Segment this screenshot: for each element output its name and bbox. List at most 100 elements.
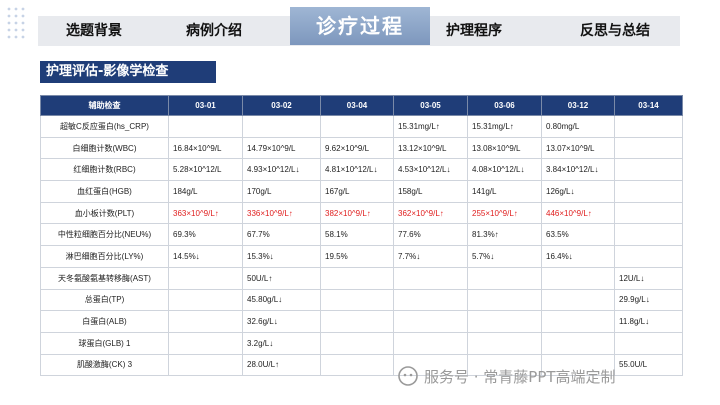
table-cell: 14.5%↓ — [168, 245, 243, 268]
table-cell: 255×10^9/L↑ — [467, 201, 542, 225]
table-cell: 3.84×10^12/L↓ — [541, 158, 615, 182]
table-cell: 32.6g/L↓ — [242, 310, 321, 333]
table-cell — [320, 353, 394, 377]
row-label: 中性粒细胞百分比(NEU%) — [40, 223, 169, 247]
column-header: 辅助检查 — [40, 95, 169, 116]
table-cell: 7.7%↓ — [393, 245, 468, 268]
table-cell — [168, 331, 243, 355]
table-cell: 81.3%↑ — [467, 223, 542, 247]
column-header: 03-04 — [320, 95, 394, 116]
table-cell: 16.84×10^9/L — [168, 136, 243, 160]
table-cell: 3.2g/L↓ — [242, 331, 321, 355]
table-cell: 77.6% — [393, 223, 468, 247]
table-cell: 45.80g/L↓ — [242, 288, 321, 312]
table-cell: 5.28×10^12/L — [168, 158, 243, 182]
table-cell — [467, 266, 542, 290]
tab-nursing-procedure[interactable]: 护理程序 — [446, 23, 502, 39]
table-row: 中性粒细胞百分比(NEU%) 69.3% 67.7% 58.1% 77.6% 81.3%↑… — [40, 223, 683, 247]
table-cell: 126g/L↓ — [541, 180, 615, 203]
tab-topic-background[interactable]: 选题背景 — [66, 23, 122, 39]
row-label: 天冬氨酸氨基转移酶(AST) — [40, 266, 169, 290]
column-header: 03-12 — [541, 95, 615, 116]
table-cell: 29.9g/L↓ — [614, 288, 683, 312]
table-row: 肌酸激酶(CK) 3 28.0U/L↑ 55.0U/L — [40, 353, 683, 377]
tab-case-introduction[interactable]: 病例介绍 — [186, 23, 242, 39]
column-header: 03-06 — [467, 95, 542, 116]
row-label: 血小板计数(PLT) — [40, 201, 169, 225]
table-cell — [614, 115, 683, 138]
table-cell — [614, 158, 683, 182]
table-cell: 15.3%↓ — [242, 245, 321, 268]
table-header-row: 辅助检查 03-01 03-02 03-04 03-05 03-06 03-12 03-14 — [40, 95, 683, 116]
column-header: 03-01 — [168, 95, 243, 116]
table-cell — [242, 115, 321, 138]
table-cell: 4.08×10^12/L↓ — [467, 158, 542, 182]
table-cell — [168, 266, 243, 290]
table-cell: 170g/L — [242, 180, 321, 203]
table-row: 血小板计数(PLT) 363×10^9/L↑ 336×10^9/L↑ 382×10^9… — [40, 201, 683, 225]
table-cell: 336×10^9/L↑ — [242, 201, 321, 225]
table-cell: 184g/L — [168, 180, 243, 203]
row-label: 球蛋白(GLB) 1 — [40, 331, 169, 355]
table-cell: 13.08×10^9/L — [467, 136, 542, 160]
row-label: 总蛋白(TP) — [40, 288, 169, 312]
table-row: 红细胞计数(RBC) 5.28×10^12/L 4.93×10^12/L↓ 4.81×… — [40, 158, 683, 182]
table-cell — [614, 331, 683, 355]
table-cell: 63.5% — [541, 223, 615, 247]
table-cell: 16.4%↓ — [541, 245, 615, 268]
table-cell — [541, 266, 615, 290]
table-cell — [541, 288, 615, 312]
watermark-text: 服务号 · 常青藤PPT高端定制 — [424, 367, 616, 386]
table-cell: 67.7% — [242, 223, 321, 247]
table-cell: 11.8g/L↓ — [614, 310, 683, 333]
column-header: 03-02 — [242, 95, 321, 116]
table-cell: 4.53×10^12/L↓ — [393, 158, 468, 182]
table-cell — [393, 266, 468, 290]
table-cell: 13.07×10^9/L — [541, 136, 615, 160]
table-cell — [614, 180, 683, 203]
table-cell — [168, 353, 243, 377]
table-cell — [320, 115, 394, 138]
tab-reflection-summary[interactable]: 反思与总结 — [580, 23, 650, 39]
table-cell — [467, 310, 542, 333]
wechat-icon — [398, 366, 418, 386]
table-cell: 446×10^9/L↑ — [541, 201, 615, 225]
table-cell: 14.79×10^9/L — [242, 136, 321, 160]
table-cell — [168, 115, 243, 138]
table-cell — [320, 266, 394, 290]
row-label: 超敏C反应蛋白(hs_CRP) — [40, 115, 169, 138]
decorative-dots-icon — [7, 7, 25, 39]
table-row: 天冬氨酸氨基转移酶(AST) 50U/L↑ 12U/L↓ — [40, 266, 683, 290]
row-label: 血红蛋白(HGB) — [40, 180, 169, 203]
table-cell — [320, 310, 394, 333]
tab-treatment-process[interactable]: 诊疗过程 — [290, 7, 430, 45]
column-header: 03-14 — [614, 95, 683, 116]
table-cell: 0.80mg/L — [541, 115, 615, 138]
table-cell — [541, 310, 615, 333]
table-cell: 58.1% — [320, 223, 394, 247]
table-cell: 363×10^9/L↑ — [168, 201, 243, 225]
row-label: 淋巴细胞百分比(LY%) — [40, 245, 169, 268]
table-cell — [168, 310, 243, 333]
table-cell — [467, 288, 542, 312]
table-row: 球蛋白(GLB) 1 3.2g/L↓ — [40, 331, 683, 355]
table-cell: 141g/L — [467, 180, 542, 203]
table-cell — [614, 136, 683, 160]
table-cell: 382×10^9/L↑ — [320, 201, 394, 225]
table-cell: 362×10^9/L↑ — [393, 201, 468, 225]
table-row: 总蛋白(TP) 45.80g/L↓ 29.9g/L↓ — [40, 288, 683, 312]
table-cell — [614, 201, 683, 225]
table-cell: 19.5% — [320, 245, 394, 268]
table-row: 白细胞计数(WBC) 16.84×10^9/L 14.79×10^9/L 9.62×1… — [40, 136, 683, 160]
table-cell — [320, 331, 394, 355]
table-row: 超敏C反应蛋白(hs_CRP) 15.31mg/L↑ 15.31mg/L↑ 0.80m… — [40, 115, 683, 138]
row-label: 白蛋白(ALB) — [40, 310, 169, 333]
table-cell: 4.81×10^12/L↓ — [320, 158, 394, 182]
table-cell: 15.31mg/L↑ — [467, 115, 542, 138]
table-cell — [614, 245, 683, 268]
table-cell: 50U/L↑ — [242, 266, 321, 290]
table-cell — [168, 288, 243, 312]
table-row: 血红蛋白(HGB) 184g/L 170g/L 167g/L 158g/L 141g/L 1… — [40, 180, 683, 203]
table-row: 淋巴细胞百分比(LY%) 14.5%↓ 15.3%↓ 19.5% 7.7%↓ 5.7%↓ 1… — [40, 245, 683, 268]
table-cell: 69.3% — [168, 223, 243, 247]
